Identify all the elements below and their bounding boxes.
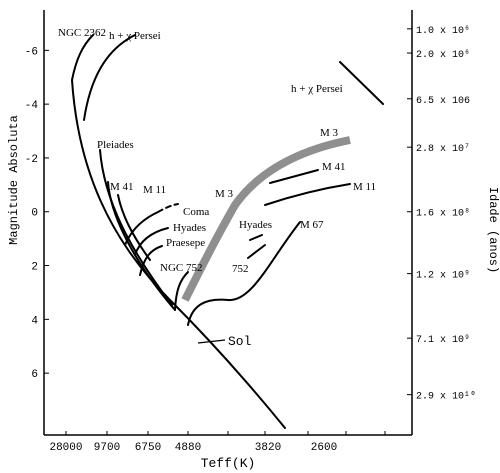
x-tick-label: 6750 [135,442,161,454]
label-m11-giant: M 11 [353,181,376,193]
y-tick-label: -4 [25,100,39,112]
label-m3-giant: M 3 [320,127,339,139]
age-tick-group: 1.0 x 10⁶ 2.0 x 10⁶ 6.5 x 106 2.8 x 10⁷ 1.6 … [407,26,476,403]
age-tick-label: 2.8 x 10⁷ [416,144,470,155]
label-ngc2362: NGC 2362 [58,27,106,39]
x-tick-label: 4880 [175,442,201,454]
label-pleiades: Pleiades [97,139,134,151]
label-m67: M 67 [300,219,324,231]
curve-hyades-giant [249,234,263,241]
age-tick-label: 6.5 x 106 [416,96,470,107]
isochrone-curves [71,34,384,429]
label-ngc752: NGC 752 [160,262,202,274]
curve-hpersei-giant [339,61,384,105]
curve-praesepe [139,245,163,276]
age-tick-label: 2.9 x 10¹⁰ [416,391,476,403]
label-m41: M 41 [110,181,134,193]
y-tick-label: -6 [25,46,38,58]
x-tick-label: 9700 [94,442,120,454]
label-m41-giant: M 41 [322,161,346,173]
y-axis-title: Magnitude Absoluta [7,115,21,245]
y2-axis-title: Idade (anos) [486,187,500,273]
label-hyades: Hyades [173,222,206,234]
curve-main-sequence [71,79,286,429]
curve-pleiades [99,149,173,306]
curve-m3-band [181,136,351,302]
curve-hpersei [83,34,136,121]
age-tick-label: 1.2 x 10⁹ [416,271,470,282]
x-tick-group: 28000 9700 6750 4880 3820 2600 [49,431,386,454]
y-tick-label: -2 [25,154,38,166]
curve-m11 [117,194,151,261]
y-tick-group: -6 -4 -2 0 2 4 6 [25,46,49,381]
curve-coma [124,211,159,246]
cluster-labels: NGC 2362 h + χ Persei h + χ Persei Pleia… [58,27,376,349]
y-tick-label: 0 [31,208,38,220]
age-tick-label: 1.0 x 10⁶ [416,26,470,37]
label-hpersei: h + χ Persei [109,30,161,42]
x-tick-label: 28000 [49,442,82,454]
label-m11: M 11 [143,184,166,196]
label-hpersei-giant: h + χ Persei [291,83,343,95]
curve-m41 [107,181,176,311]
curve-coma-dashed [157,203,179,213]
curve-hyades [134,227,169,256]
y-tick-label: 6 [31,369,38,381]
curve-m67 [187,221,301,326]
curve-m11-giant [264,183,351,206]
y-tick-label: 4 [31,315,38,327]
curve-ngc2362 [71,34,94,81]
age-tick-label: 7.1 x 10⁹ [416,335,470,346]
curve-ngc752-giant [247,244,266,259]
label-m3: M 3 [215,188,234,200]
label-hyades-giant: Hyades [239,219,272,231]
x-tick-label: 2600 [311,442,337,454]
label-coma: Coma [183,206,209,218]
label-sun: Sol [228,334,252,349]
x-axis-title: Teff(K) [201,456,256,471]
label-ngc752-giant: 752 [232,263,249,275]
age-tick-label: 1.6 x 10⁸ [416,209,470,220]
y-tick-label: 2 [31,262,38,274]
sun-pointer [197,339,226,344]
curve-ngc752 [174,271,189,311]
x-tick-label: 3820 [255,442,281,454]
label-praesepe: Praesepe [166,237,205,249]
curve-m41-giant [269,169,319,184]
age-tick-label: 2.0 x 10⁶ [416,50,470,61]
